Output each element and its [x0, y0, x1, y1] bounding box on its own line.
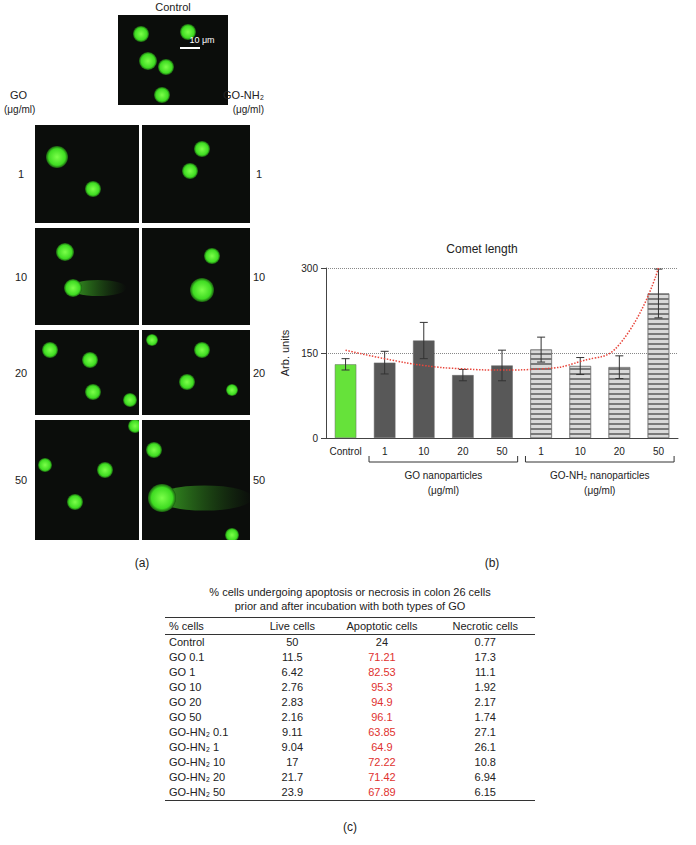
- html-text:2.76: 2.76: [281, 681, 303, 693]
- svg-text:20: 20: [614, 446, 626, 457]
- html-text:2.17: 2.17: [474, 696, 496, 708]
- svg-text:300: 300: [301, 263, 318, 274]
- html-text:9.11: 9.11: [282, 726, 303, 738]
- html-text:6.94: 6.94: [474, 771, 496, 783]
- html-text:% cells: % cells: [169, 620, 204, 632]
- html-text:17.3: 17.3: [474, 651, 496, 663]
- html-text:GO 1: GO 1: [169, 666, 196, 678]
- html-text:50: 50: [286, 636, 299, 648]
- html-text:27.1: 27.1: [474, 726, 496, 738]
- svg-text:GO nanoparticles: GO nanoparticles: [404, 470, 482, 481]
- svg-text:50: 50: [496, 446, 508, 457]
- svg-text:1: 1: [382, 446, 388, 457]
- html-text:0.77: 0.77: [474, 636, 496, 648]
- html-text:21.7: 21.7: [281, 771, 303, 783]
- html-text:2.16: 2.16: [281, 711, 303, 723]
- svg-text:(μg/ml): (μg/ml): [584, 485, 615, 496]
- html-text:Live cells: Live cells: [269, 620, 315, 632]
- svg-text:1: 1: [538, 446, 544, 457]
- html-text:% cells undergoing apoptosis o: % cells undergoing apoptosis or necrosis…: [209, 586, 491, 598]
- html-text:1.92: 1.92: [474, 681, 496, 693]
- html-text:Necrotic cells: Necrotic cells: [452, 620, 518, 632]
- html-text:2.83: 2.83: [281, 696, 303, 708]
- svg-text:Comet length: Comet length: [446, 242, 517, 256]
- svg-text:(μg/ml): (μg/ml): [428, 485, 459, 496]
- html-text:GO 0.1: GO 0.1: [169, 651, 205, 663]
- html-text:GO-HN₂ 50: GO-HN₂ 50: [169, 786, 226, 798]
- svg-text:1: 1: [18, 168, 24, 180]
- html-text:6.42: 6.42: [281, 666, 303, 678]
- svg-text:(μg/ml): (μg/ml): [233, 104, 264, 115]
- svg-text:150: 150: [301, 348, 318, 359]
- svg-text:1: 1: [256, 168, 262, 180]
- html-text:10.8: 10.8: [474, 756, 496, 768]
- html-text:(c): (c): [343, 820, 357, 834]
- html-text:GO 10: GO 10: [169, 681, 202, 693]
- svg-text:10: 10: [253, 271, 265, 283]
- html-text:6.15: 6.15: [474, 786, 496, 798]
- svg-text:10 μm: 10 μm: [189, 35, 214, 45]
- html-text:95.3: 95.3: [371, 681, 393, 693]
- svg-text:50: 50: [253, 474, 265, 486]
- svg-text:0: 0: [312, 433, 318, 444]
- svg-text:50: 50: [15, 474, 27, 486]
- html-text:82.53: 82.53: [368, 666, 396, 678]
- svg-text:20: 20: [15, 367, 27, 379]
- html-text:24: 24: [375, 636, 389, 648]
- html-text:26.1: 26.1: [474, 741, 496, 753]
- html-text:Control: Control: [169, 636, 205, 648]
- html-text:GO-HN₂ 0.1: GO-HN₂ 0.1: [169, 726, 229, 738]
- svg-text:10: 10: [575, 446, 587, 457]
- html-text:1.74: 1.74: [474, 711, 496, 723]
- html-text:11.1: 11.1: [474, 666, 496, 678]
- html-text:GO-HN₂ 20: GO-HN₂ 20: [169, 771, 226, 783]
- html-text:64.9: 64.9: [371, 741, 393, 753]
- svg-text:10: 10: [15, 271, 27, 283]
- html-text:94.9: 94.9: [371, 696, 393, 708]
- html-text:GO-HN₂ 10: GO-HN₂ 10: [169, 756, 226, 768]
- svg-text:GO-NH₂: GO-NH₂: [223, 89, 264, 101]
- html-text:GO 20: GO 20: [169, 696, 202, 708]
- html-text:11.5: 11.5: [282, 651, 303, 663]
- html-text:23.9: 23.9: [281, 786, 303, 798]
- html-text:GO-HN₂ 1: GO-HN₂ 1: [169, 741, 220, 753]
- html-text:63.85: 63.85: [368, 726, 396, 738]
- html-text:72.22: 72.22: [368, 756, 396, 768]
- html-text:67.89: 67.89: [368, 786, 396, 798]
- svg-text:GO: GO: [10, 89, 28, 101]
- svg-text:(μg/ml): (μg/ml): [4, 104, 35, 115]
- html-text:71.21: 71.21: [368, 651, 396, 663]
- html-text:(b): (b): [484, 556, 500, 570]
- svg-text:Control: Control: [155, 1, 190, 13]
- html-text:prior and after incubation wit: prior and after incubation with both typ…: [234, 600, 466, 612]
- svg-text:20: 20: [457, 446, 469, 457]
- html-text:9.04: 9.04: [281, 741, 303, 753]
- html-text:(a): (a): [134, 556, 150, 570]
- html-text:71.42: 71.42: [368, 771, 396, 783]
- svg-text:Arb. units: Arb. units: [279, 329, 291, 376]
- html-text:96.1: 96.1: [371, 711, 393, 723]
- svg-text:50: 50: [653, 446, 665, 457]
- html-text:17: 17: [286, 756, 299, 768]
- svg-text:GO-NH₂ nanoparticles: GO-NH₂ nanoparticles: [550, 470, 649, 481]
- html-text:GO 50: GO 50: [169, 711, 202, 723]
- html-text:Apoptotic cells: Apoptotic cells: [346, 620, 418, 632]
- svg-text:20: 20: [253, 367, 265, 379]
- svg-text:Control: Control: [329, 446, 361, 457]
- svg-text:10: 10: [418, 446, 430, 457]
